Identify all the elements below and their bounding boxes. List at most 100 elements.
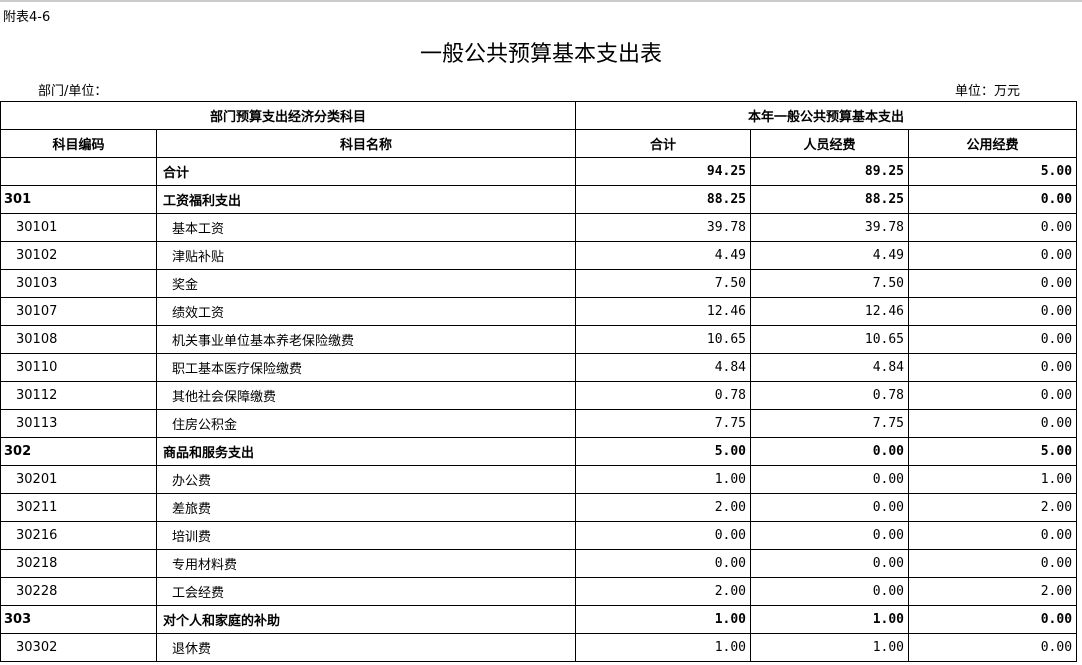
table-row: 301 工资福利支出 88.25 88.25 0.00 bbox=[0, 185, 1078, 214]
row-total: 10.65 bbox=[575, 325, 752, 354]
row-code: 30302 bbox=[0, 633, 157, 662]
row-total: 12.46 bbox=[575, 297, 752, 326]
row-code: 301 bbox=[0, 185, 157, 214]
row-name: 专用材料费 bbox=[155, 549, 577, 578]
row-personnel: 12.46 bbox=[750, 297, 910, 326]
row-name: 机关事业单位基本养老保险缴费 bbox=[155, 325, 577, 354]
row-personnel: 0.00 bbox=[750, 493, 910, 522]
table-row: 30211 差旅费 2.00 0.00 2.00 bbox=[0, 493, 1078, 522]
row-personnel: 1.00 bbox=[750, 605, 910, 634]
row-name: 培训费 bbox=[155, 521, 577, 550]
row-personnel: 0.00 bbox=[750, 465, 910, 494]
row-total: 0.00 bbox=[575, 549, 752, 578]
row-public: 2.00 bbox=[908, 493, 1078, 522]
row-code bbox=[0, 157, 157, 186]
row-public: 0.00 bbox=[908, 633, 1078, 662]
row-public: 0.00 bbox=[908, 521, 1078, 550]
row-name: 工资福利支出 bbox=[155, 185, 577, 214]
row-total: 1.00 bbox=[575, 605, 752, 634]
row-code: 30113 bbox=[0, 409, 157, 438]
row-code: 30101 bbox=[0, 213, 157, 242]
department-label: 部门/单位： bbox=[38, 84, 108, 99]
row-total: 1.00 bbox=[575, 465, 752, 494]
row-public: 0.00 bbox=[908, 353, 1078, 382]
row-personnel: 0.00 bbox=[750, 549, 910, 578]
table-row: 30103 奖金 7.50 7.50 0.00 bbox=[0, 269, 1078, 298]
row-name: 奖金 bbox=[155, 269, 577, 298]
row-personnel: 7.50 bbox=[750, 269, 910, 298]
row-personnel: 7.75 bbox=[750, 409, 910, 438]
row-public: 0.00 bbox=[908, 213, 1078, 242]
row-personnel: 0.00 bbox=[750, 577, 910, 606]
table-row: 30218 专用材料费 0.00 0.00 0.00 bbox=[0, 549, 1078, 578]
header-personnel: 人员经费 bbox=[750, 129, 910, 158]
table-row: 30110 职工基本医疗保险缴费 4.84 4.84 0.00 bbox=[0, 353, 1078, 382]
row-name: 其他社会保障缴费 bbox=[155, 381, 577, 410]
row-personnel: 89.25 bbox=[750, 157, 910, 186]
row-total: 2.00 bbox=[575, 577, 752, 606]
row-personnel: 0.78 bbox=[750, 381, 910, 410]
row-public: 1.00 bbox=[908, 465, 1078, 494]
header-public: 公用经费 bbox=[908, 129, 1078, 158]
page-title: 一般公共预算基本支出表 bbox=[419, 42, 662, 67]
row-total: 0.78 bbox=[575, 381, 752, 410]
row-total: 2.00 bbox=[575, 493, 752, 522]
row-public: 0.00 bbox=[908, 269, 1078, 298]
row-public: 5.00 bbox=[908, 157, 1078, 186]
row-public: 0.00 bbox=[908, 297, 1078, 326]
row-public: 0.00 bbox=[908, 325, 1078, 354]
row-code: 30201 bbox=[0, 465, 157, 494]
row-personnel: 88.25 bbox=[750, 185, 910, 214]
row-personnel: 39.78 bbox=[750, 213, 910, 242]
row-code: 30103 bbox=[0, 269, 157, 298]
row-personnel: 0.00 bbox=[750, 521, 910, 550]
row-code: 30110 bbox=[0, 353, 157, 382]
row-code: 30228 bbox=[0, 577, 157, 606]
table-row: 合计 94.25 89.25 5.00 bbox=[0, 157, 1078, 186]
table-row: 30113 住房公积金 7.75 7.75 0.00 bbox=[0, 409, 1078, 438]
header-name: 科目名称 bbox=[155, 129, 577, 158]
row-total: 7.75 bbox=[575, 409, 752, 438]
row-public: 0.00 bbox=[908, 185, 1078, 214]
header-total: 合计 bbox=[575, 129, 752, 158]
unit-label: 单位：万元 bbox=[955, 84, 1021, 99]
row-personnel: 4.84 bbox=[750, 353, 910, 382]
row-total: 94.25 bbox=[575, 157, 752, 186]
row-total: 88.25 bbox=[575, 185, 752, 214]
row-name: 基本工资 bbox=[155, 213, 577, 242]
row-name: 绩效工资 bbox=[155, 297, 577, 326]
row-name: 退休费 bbox=[155, 633, 577, 662]
row-public: 0.00 bbox=[908, 381, 1078, 410]
row-name: 合计 bbox=[155, 157, 577, 186]
row-code: 303 bbox=[0, 605, 157, 634]
row-total: 7.50 bbox=[575, 269, 752, 298]
table-row: 302 商品和服务支出 5.00 0.00 5.00 bbox=[0, 437, 1078, 466]
table-row: 30216 培训费 0.00 0.00 0.00 bbox=[0, 521, 1078, 550]
row-public: 0.00 bbox=[908, 241, 1078, 270]
row-name: 工会经费 bbox=[155, 577, 577, 606]
row-code: 30102 bbox=[0, 241, 157, 270]
row-name: 职工基本医疗保险缴费 bbox=[155, 353, 577, 382]
table-row: 30107 绩效工资 12.46 12.46 0.00 bbox=[0, 297, 1078, 326]
row-public: 0.00 bbox=[908, 549, 1078, 578]
table-row: 303 对个人和家庭的补助 1.00 1.00 0.00 bbox=[0, 605, 1078, 634]
row-total: 0.00 bbox=[575, 521, 752, 550]
row-code: 30108 bbox=[0, 325, 157, 354]
row-total: 39.78 bbox=[575, 213, 752, 242]
header-current-year: 本年一般公共预算基本支出 bbox=[575, 101, 1078, 130]
table-row: 30201 办公费 1.00 0.00 1.00 bbox=[0, 465, 1078, 494]
row-total: 1.00 bbox=[575, 633, 752, 662]
budget-table: 部门预算支出经济分类科目 本年一般公共预算基本支出 科目编码 科目名称 合计 人… bbox=[0, 101, 1078, 662]
row-total: 4.49 bbox=[575, 241, 752, 270]
row-personnel: 1.00 bbox=[750, 633, 910, 662]
row-code: 30107 bbox=[0, 297, 157, 326]
row-personnel: 0.00 bbox=[750, 437, 910, 466]
row-public: 0.00 bbox=[908, 409, 1078, 438]
row-name: 对个人和家庭的补助 bbox=[155, 605, 577, 634]
header-code: 科目编码 bbox=[0, 129, 157, 158]
row-total: 4.84 bbox=[575, 353, 752, 382]
table-row: 30228 工会经费 2.00 0.00 2.00 bbox=[0, 577, 1078, 606]
row-public: 5.00 bbox=[908, 437, 1078, 466]
row-personnel: 4.49 bbox=[750, 241, 910, 270]
row-public: 2.00 bbox=[908, 577, 1078, 606]
